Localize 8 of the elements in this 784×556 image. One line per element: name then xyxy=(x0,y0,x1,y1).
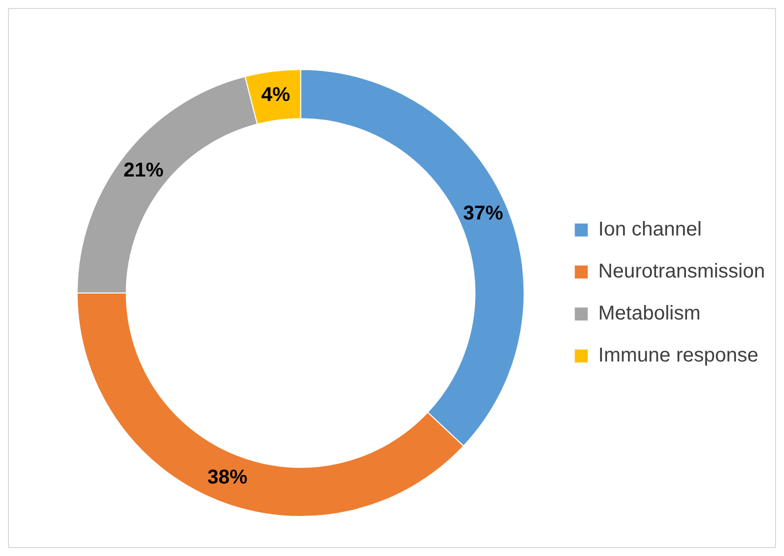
data-label: 37% xyxy=(463,202,504,225)
legend-label: Neurotransmission xyxy=(598,260,766,283)
legend-label: Ion channel xyxy=(598,218,702,241)
data-label: 4% xyxy=(261,84,290,106)
data-label: 38% xyxy=(207,466,248,488)
legend-label: Metabolism xyxy=(598,302,701,325)
legend-label: Immune response xyxy=(598,344,758,367)
data-label: 21% xyxy=(123,160,164,182)
